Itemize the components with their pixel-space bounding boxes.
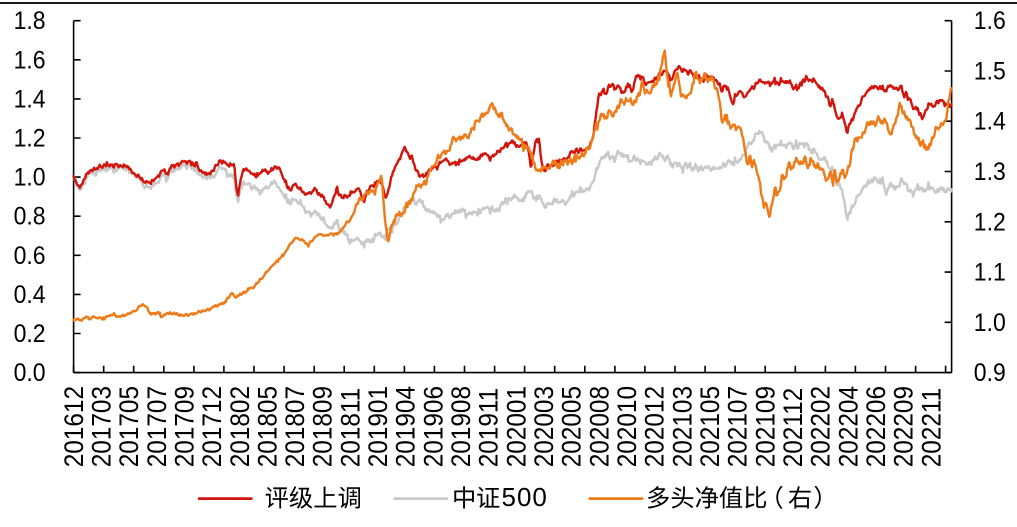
svg-text:0.4: 0.4	[14, 281, 46, 309]
svg-text:202206: 202206	[862, 386, 891, 467]
svg-text:1.5: 1.5	[974, 58, 1006, 86]
svg-text:201807: 201807	[281, 386, 310, 467]
svg-text:1.2: 1.2	[14, 125, 46, 153]
svg-text:202112: 202112	[779, 388, 808, 468]
svg-text:201911: 201911	[475, 388, 504, 468]
svg-text:201707: 201707	[143, 386, 172, 467]
svg-text:201709: 201709	[171, 386, 200, 467]
svg-text:1.4: 1.4	[974, 108, 1006, 136]
svg-text:1.2: 1.2	[974, 208, 1006, 236]
svg-text:201809: 201809	[309, 386, 338, 467]
svg-text:1.0: 1.0	[974, 309, 1006, 337]
svg-text:202003: 202003	[530, 386, 559, 467]
svg-text:201906: 201906	[420, 386, 449, 467]
svg-text:1.4: 1.4	[14, 86, 46, 114]
svg-text:202107: 202107	[724, 386, 753, 467]
svg-text:0.9: 0.9	[974, 359, 1006, 387]
svg-text:202202: 202202	[807, 386, 836, 467]
svg-text:201805: 201805	[254, 386, 283, 467]
svg-text:1.0: 1.0	[14, 164, 46, 192]
svg-text:201901: 201901	[364, 386, 393, 467]
svg-text:0.0: 0.0	[14, 359, 46, 387]
svg-text:201904: 201904	[392, 386, 421, 467]
svg-text:202010: 202010	[613, 386, 642, 467]
svg-text:202005: 202005	[558, 386, 587, 467]
svg-text:1.6: 1.6	[974, 7, 1006, 35]
svg-text:201908: 201908	[447, 386, 476, 467]
svg-text:202204: 202204	[834, 386, 863, 467]
svg-text:0.6: 0.6	[14, 242, 46, 270]
svg-text:500: 500	[502, 482, 548, 512]
svg-text:1.6: 1.6	[14, 46, 46, 74]
svg-text:202109: 202109	[751, 386, 780, 467]
svg-text:201703: 201703	[88, 386, 117, 467]
svg-text:201811: 201811	[337, 388, 366, 468]
svg-text:1.3: 1.3	[974, 158, 1006, 186]
svg-text:201712: 201712	[198, 386, 227, 467]
svg-text:202008: 202008	[585, 386, 614, 467]
svg-text:202012: 202012	[641, 386, 670, 467]
svg-text:202211: 202211	[917, 388, 946, 468]
svg-text:202105: 202105	[696, 386, 725, 467]
svg-text:201612: 201612	[60, 386, 89, 467]
svg-text:0.8: 0.8	[14, 203, 46, 231]
svg-text:1.8: 1.8	[14, 7, 46, 35]
svg-text:0.2: 0.2	[14, 320, 46, 348]
svg-text:202001: 202001	[503, 386, 532, 467]
svg-text:1.1: 1.1	[974, 259, 1006, 287]
svg-text:201705: 201705	[115, 386, 144, 467]
svg-text:202103: 202103	[668, 386, 697, 467]
svg-text:202209: 202209	[890, 386, 919, 467]
svg-text:201802: 201802	[226, 386, 255, 467]
